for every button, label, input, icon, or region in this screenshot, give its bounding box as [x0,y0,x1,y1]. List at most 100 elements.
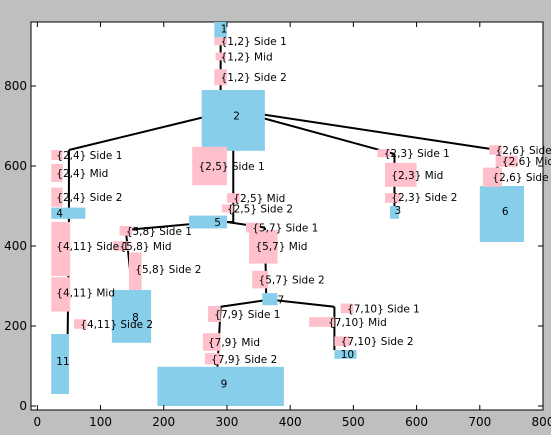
y-tick-label: 800 [4,79,27,93]
node-label: 1 [221,23,228,35]
side-label: {5,8} Side 1 [126,226,192,238]
y-tick-label: 600 [4,159,27,173]
side-label: {4,11} Mid [56,287,115,299]
node-label: 2 [233,111,240,123]
x-tick-label: 300 [215,415,238,429]
side-label: {7,10} Side 2 [341,336,414,348]
side-box [51,164,63,182]
x-tick-label: 700 [468,415,491,429]
side-box [334,336,351,346]
axes-layer: 0 100 200 300 400 500 600 700 800 0 200 400 600 800 [4,22,551,429]
side-box [340,303,354,314]
node-box [214,22,227,39]
node-label: 9 [221,379,228,391]
side-label: {5,7} Mid [255,241,307,253]
side-label: {2,6} Side 1 [496,145,551,157]
side-box [245,222,260,233]
side-label: {5,8} Mid [119,241,171,253]
node-label: 4 [56,208,63,220]
side-label: {2,5} Side 2 [227,203,293,215]
side-label: {2,6} Side 2 [492,172,551,184]
plot-area [30,21,544,411]
side-label: {2,5} Side 1 [199,161,265,173]
side-box [489,145,502,155]
tree-edge [269,298,335,308]
node-box [390,206,399,219]
node-box [189,215,227,229]
side-box [207,306,221,322]
side-label: {4,11} Side 1 [56,241,129,253]
side-box [384,162,417,187]
side-label: {7,10} Side 1 [347,303,420,315]
side-box [204,353,221,365]
side-box [482,167,502,187]
side-box [128,252,142,290]
node-label: 10 [341,349,354,361]
side-box [215,52,226,61]
side-label: {2,6} Mid [502,156,551,168]
side-box [119,226,133,236]
node-box [157,366,284,406]
side-label: {7,9} Side 1 [214,309,280,321]
side-box [51,277,71,312]
side-label: {5,8} Side 2 [135,264,201,276]
node-label: 8 [132,312,139,324]
side-box [252,270,269,289]
x-tick-label: 0 [34,415,42,429]
side-label: {2,3} Side 1 [384,148,450,160]
side-box [202,333,221,351]
node-box [262,293,278,306]
x-tick-label: 800 [532,415,551,429]
side-box [377,149,391,158]
x-tick-label: 400 [279,415,302,429]
node-label: 5 [214,217,221,229]
side-box [226,193,240,203]
side-label: {1,2} Side 1 [221,36,287,48]
side-box [51,150,63,160]
node-box [111,290,152,343]
side-label: {5,7} Side 2 [259,275,325,287]
side-label: {2,5} Mid [233,193,285,205]
x-tick-label: 600 [405,415,428,429]
node-label: 6 [502,206,509,218]
node-box [334,350,357,359]
side-label: {2,3} Side 2 [391,192,457,204]
side-box [113,241,129,251]
side-label: {7,9} Side 2 [211,354,277,366]
node-box [51,334,69,394]
side-box [221,204,234,213]
side-box [495,155,518,167]
x-tick-label: 500 [342,415,365,429]
side-box [73,319,87,329]
side-box [249,230,278,264]
side-box [214,37,227,46]
side-box [384,193,401,203]
node-box [479,186,525,242]
x-tick-label: 200 [152,415,175,429]
node-box [51,207,86,219]
side-label: {2,4} Mid [56,168,108,180]
side-box [214,69,227,86]
side-label: {7,10} Mid [328,317,387,329]
box-layer [51,22,525,406]
tree-edge [233,109,498,151]
side-label: {2,4} Side 1 [56,150,122,162]
side-box [192,146,227,186]
node-label: 7 [278,295,285,307]
x-tick-label: 100 [89,415,112,429]
y-tick-label: 0 [19,399,27,413]
label-layer: 1 2 3 4 5 6 7 8 9 10 11 {1,2} Side 1 {1,2} Mid {1,2} … [56,23,551,390]
node-label: 3 [394,205,401,217]
side-label: {2,4} Side 2 [56,192,122,204]
side-label: {4,11} Side 2 [80,319,153,331]
side-label: {1,2} Mid [221,51,273,63]
side-label: {5,7} Side 1 [252,223,318,235]
side-box [51,222,71,276]
side-label: {2,3} Mid [391,170,443,182]
node-box [201,90,265,151]
y-tick-label: 400 [4,239,27,253]
tree-edge [220,298,271,308]
side-box [51,187,63,207]
node-label: 11 [56,356,69,368]
